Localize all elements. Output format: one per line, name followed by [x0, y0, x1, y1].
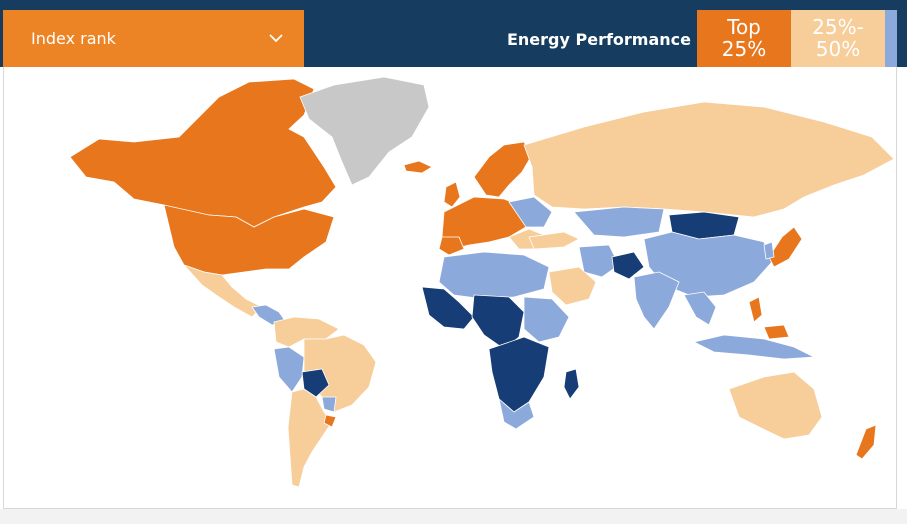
map-region-kazakhstan[interactable] [573, 206, 665, 238]
chevron-down-icon [269, 34, 283, 43]
bottom-band [0, 509, 907, 524]
map-region-west-africa[interactable] [421, 286, 475, 330]
world-map-panel [3, 67, 897, 509]
map-region-eastern-europe[interactable] [508, 196, 553, 228]
map-region-philippines[interactable] [748, 296, 763, 323]
map-region-new-zealand[interactable] [855, 424, 877, 460]
map-region-saudi[interactable] [548, 266, 597, 306]
legend-mid-line1: 25%- [812, 15, 864, 39]
map-region-korea[interactable] [763, 241, 775, 260]
map-region-japan[interactable] [768, 226, 803, 268]
map-region-bolivia[interactable] [301, 368, 330, 398]
legend-top-25[interactable]: Top 25% [697, 10, 791, 67]
legend-50-75[interactable] [885, 10, 897, 67]
dropdown-label: Index rank [31, 29, 116, 48]
map-region-indonesia[interactable] [692, 334, 816, 360]
map-region-australia[interactable] [728, 371, 823, 440]
legend-top-line1: Top [727, 15, 761, 39]
legend-top-line2: 25% [721, 37, 767, 61]
map-region-north-africa[interactable] [438, 251, 550, 300]
top-band [0, 0, 907, 10]
map-region-south-africa[interactable] [498, 397, 535, 430]
page-title: Energy Performance [506, 30, 691, 49]
legend-25-50[interactable]: 25%- 50% [791, 10, 885, 67]
map-region-iberia[interactable] [438, 236, 465, 256]
map-region-paraguay[interactable] [321, 396, 337, 413]
map-region-iran[interactable] [578, 244, 620, 278]
map-region-iceland[interactable] [403, 160, 433, 174]
legend-mid-line2: 50% [815, 37, 861, 61]
map-region-madagascar[interactable] [563, 368, 580, 400]
map-region-argentina-chile[interactable] [287, 388, 333, 488]
map-region-southern-africa[interactable] [488, 336, 550, 413]
map-region-uk[interactable] [443, 181, 461, 208]
world-map [69, 76, 895, 488]
map-region-india[interactable] [633, 271, 680, 330]
map-region-southeast-asia[interactable] [683, 291, 717, 326]
map-region-uruguay[interactable] [323, 414, 337, 428]
map-region-turkey[interactable] [528, 231, 580, 250]
map-region-scandinavia[interactable] [473, 141, 533, 198]
toolbar: Index rank Energy Performance Top 25% 25… [0, 10, 907, 67]
map-region-canada[interactable] [69, 78, 337, 228]
map-region-russia[interactable] [523, 101, 895, 218]
map-region-greenland[interactable] [299, 76, 430, 186]
map-region-papua-new-guinea[interactable] [763, 324, 790, 340]
map-region-pakistan[interactable] [611, 251, 645, 280]
map-region-peru[interactable] [273, 346, 305, 393]
map-region-east-africa[interactable] [523, 296, 570, 343]
index-rank-dropdown[interactable]: Index rank [3, 10, 304, 67]
